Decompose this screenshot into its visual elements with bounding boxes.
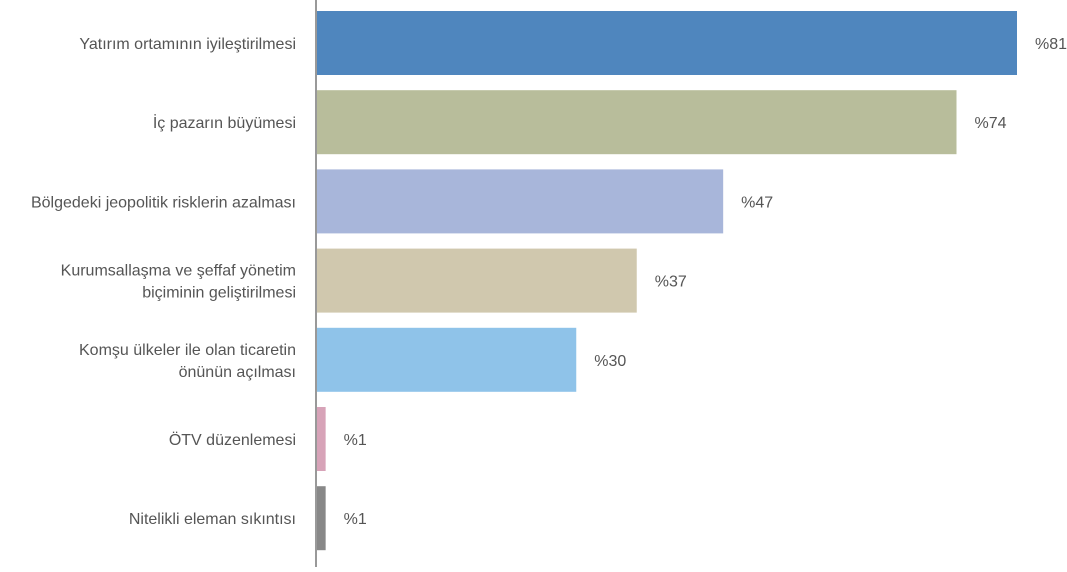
bar-0 [317,11,1017,75]
value-label-4: %30 [594,353,626,370]
category-label-0: Yatırım ortamının iyileştirilmesi [79,36,296,53]
category-label-3-line-0: Kurumsallaşma ve şeffaf yönetim [61,263,296,280]
value-label-6: %1 [344,511,367,528]
value-label-5: %1 [344,432,367,449]
category-label-2: Bölgedeki jeopolitik risklerin azalması [31,194,296,211]
bar-2 [317,169,724,234]
category-label-5: ÖTV düzenlemesi [169,431,296,449]
value-label-3: %37 [655,274,687,291]
category-label-4-line-0: Komşu ülkeler ile olan ticaretin [79,342,296,359]
category-label-1: İç pazarın büyümesi [153,113,296,132]
value-label-2: %47 [741,194,773,211]
category-label-3-line-1: biçiminin geliştirilmesi [142,285,296,302]
bar-5 [317,407,326,471]
category-label-6: Nitelikli eleman sıkıntısı [129,511,296,528]
bar-3 [317,248,637,313]
value-label-0: %81 [1035,36,1067,53]
bar-6 [317,486,326,551]
bar-4 [317,327,577,392]
category-label-4-line-1: önünün açılması [179,364,296,381]
value-label-1: %74 [975,115,1007,132]
bar-1 [317,90,957,155]
